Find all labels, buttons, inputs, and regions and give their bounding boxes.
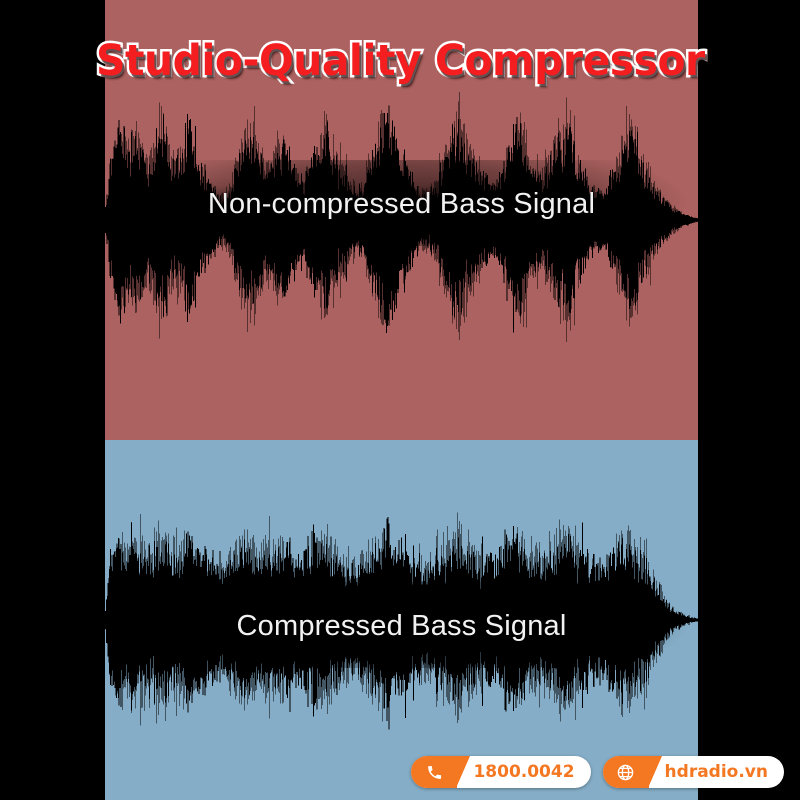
- website-url: hdradio.vn: [664, 762, 768, 782]
- website-badge[interactable]: hdradio.vn: [602, 756, 784, 788]
- waveform-compressed: [105, 512, 698, 730]
- contact-badge-bar: 1800.0042 hdradio.vn: [0, 756, 800, 788]
- page-title: Studio-Quality Compressor: [93, 34, 707, 89]
- globe-icon: [602, 756, 662, 788]
- phone-number: 1800.0042: [473, 762, 575, 782]
- title-bar: Studio-Quality Compressor: [0, 34, 800, 89]
- phone-badge[interactable]: 1800.0042: [411, 756, 591, 788]
- phone-icon: [411, 756, 471, 788]
- waveform-panel-compressed: Compressed Bass Signal: [105, 440, 698, 800]
